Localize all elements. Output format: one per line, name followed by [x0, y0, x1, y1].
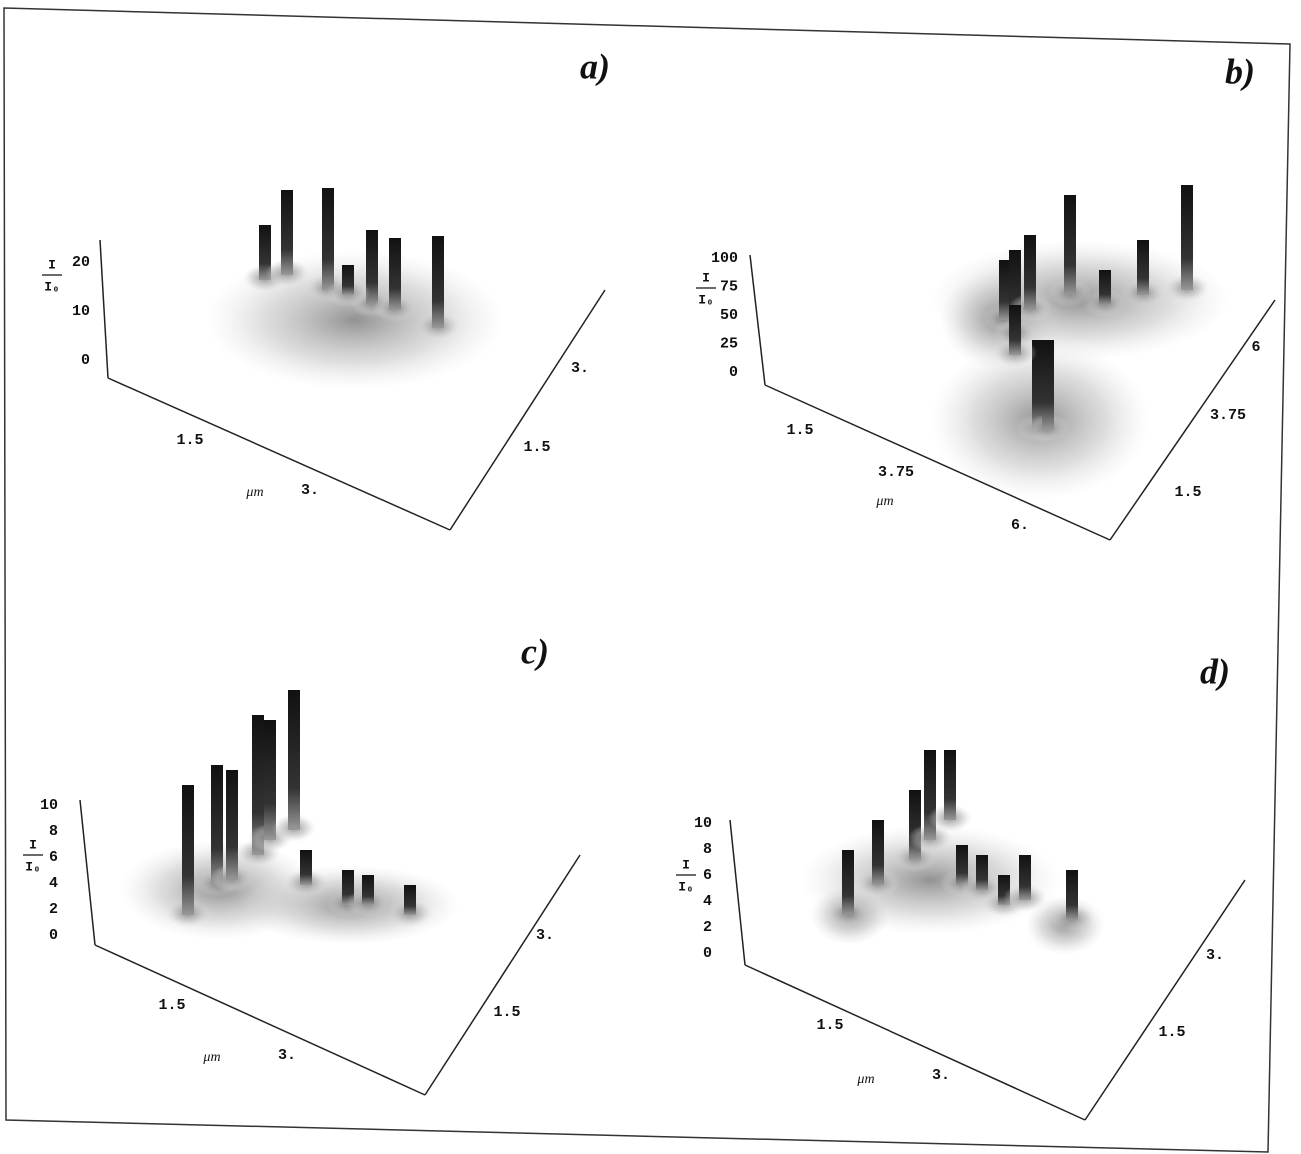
peak	[288, 690, 300, 830]
x-tick-label: 1.5	[786, 422, 813, 439]
peak	[404, 885, 416, 915]
x-axis	[94, 944, 426, 1096]
z-axis	[749, 254, 766, 386]
z-label-top: I	[29, 837, 37, 852]
peak	[389, 238, 401, 310]
peak	[1032, 340, 1044, 430]
y-axis	[424, 854, 581, 1096]
z-axis	[729, 819, 746, 966]
panel-label: a)	[580, 46, 610, 86]
z-tick-label: 50	[720, 307, 738, 324]
z-tick-label: 2	[49, 901, 58, 918]
y-tick-label: 3.75	[1210, 407, 1246, 424]
z-tick-label: 4	[703, 893, 712, 910]
y-axis	[449, 289, 606, 531]
peak	[1137, 240, 1149, 295]
z-tick-label: 6	[703, 867, 712, 884]
y-tick-label: 3.	[1206, 947, 1224, 964]
peak	[1066, 870, 1078, 920]
x-tick-label: 6.	[1011, 517, 1029, 534]
peak	[342, 265, 354, 295]
peak	[872, 820, 884, 885]
z-tick-label: 4	[49, 875, 58, 892]
y-tick-label: 1.5	[1158, 1024, 1185, 1041]
z-tick-label: 0	[81, 352, 90, 369]
x-tick-label: 1.5	[176, 432, 203, 449]
z-tick-label: 10	[40, 797, 58, 814]
z-tick-label: 2	[703, 919, 712, 936]
z-axis	[99, 239, 109, 379]
peak	[432, 236, 444, 328]
z-tick-label: 25	[720, 335, 738, 352]
peak	[1042, 340, 1054, 430]
x-axis	[744, 964, 1086, 1121]
x-tick-label: 1.5	[158, 997, 185, 1014]
y-tick-label: 6	[1251, 339, 1260, 356]
peak	[182, 785, 194, 915]
y-tick-label: 3.	[536, 927, 554, 944]
z-label-top: I	[48, 257, 56, 272]
z-tick-label: 0	[729, 364, 738, 381]
peak	[322, 188, 334, 290]
x-unit: μm	[856, 1072, 874, 1087]
z-label-top: I	[702, 270, 710, 285]
z-tick-label: 10	[72, 303, 90, 320]
x-unit: μm	[875, 494, 893, 509]
x-tick-label: 3.	[278, 1047, 296, 1064]
z-tick-label: 20	[72, 254, 90, 271]
peak	[1009, 305, 1021, 355]
peak	[300, 850, 312, 885]
peak	[1019, 855, 1031, 900]
peak	[1024, 235, 1036, 310]
peak	[1099, 270, 1111, 305]
peak	[1181, 185, 1193, 290]
peak	[956, 845, 968, 885]
peak	[211, 765, 223, 885]
y-axis	[1109, 299, 1276, 541]
z-tick-label: 8	[49, 823, 58, 840]
z-tick-label: 6	[49, 849, 58, 866]
z-label-bottom: I₀	[678, 879, 694, 894]
x-unit: μm	[245, 485, 263, 500]
x-tick-label: 3.	[932, 1067, 950, 1084]
peak	[226, 770, 238, 880]
x-axis	[107, 377, 451, 531]
y-tick-label: 1.5	[1174, 484, 1201, 501]
peak	[366, 230, 378, 305]
panel-label: d)	[1200, 651, 1230, 691]
z-tick-label: 0	[703, 945, 712, 962]
y-tick-label: 1.5	[523, 439, 550, 456]
z-axis	[79, 799, 96, 946]
x-tick-label: 3.75	[878, 464, 914, 481]
z-tick-label: 0	[49, 927, 58, 944]
x-axis	[764, 384, 1111, 541]
z-tick-label: 75	[720, 278, 738, 295]
z-tick-label: 8	[703, 841, 712, 858]
peak	[264, 720, 276, 840]
x-tick-label: 3.	[301, 482, 319, 499]
z-tick-label: 100	[711, 250, 738, 267]
z-label-bottom: I₀	[44, 279, 60, 294]
peak	[842, 850, 854, 915]
peak	[1064, 195, 1076, 295]
y-tick-label: 1.5	[493, 1004, 520, 1021]
x-tick-label: 1.5	[816, 1017, 843, 1034]
y-axis	[1084, 879, 1246, 1121]
z-tick-label: 10	[694, 815, 712, 832]
peak	[944, 750, 956, 820]
panel-label: c)	[521, 631, 549, 671]
peak	[362, 875, 374, 905]
peak	[281, 190, 293, 275]
z-label-bottom: I₀	[698, 292, 714, 307]
z-label-bottom: I₀	[25, 859, 41, 874]
x-unit: μm	[202, 1050, 220, 1065]
y-tick-label: 3.	[571, 360, 589, 377]
panel-label: b)	[1225, 51, 1255, 91]
peak	[976, 855, 988, 890]
frame	[3, 7, 1291, 1153]
z-label-top: I	[682, 857, 690, 872]
peak	[252, 715, 264, 855]
peak	[999, 260, 1011, 320]
